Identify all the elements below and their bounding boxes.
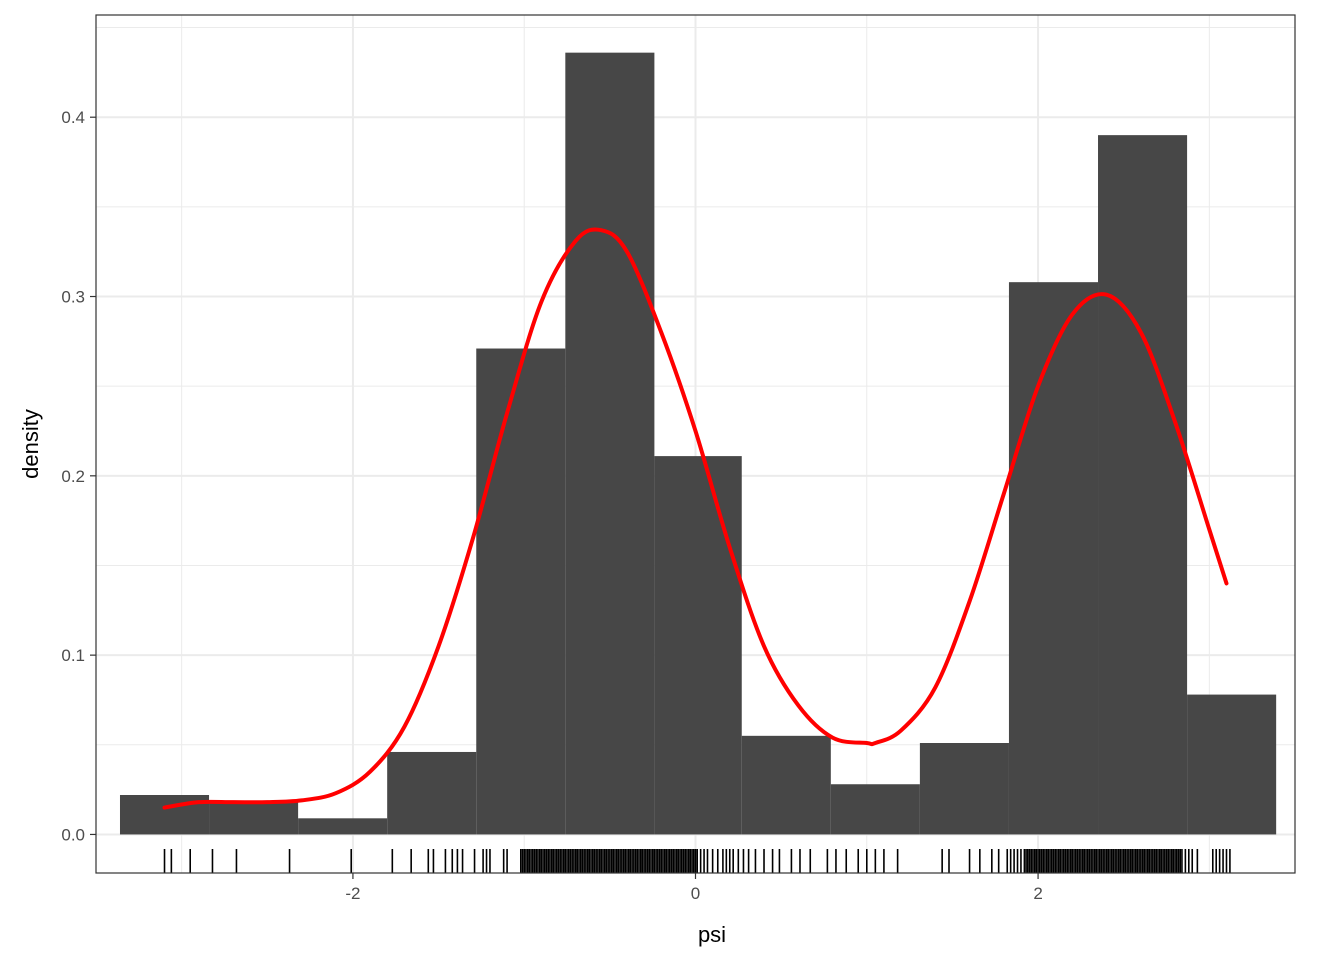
histogram-bar: [387, 751, 477, 835]
x-tick-label: 2: [1033, 884, 1042, 903]
histogram-bar: [1098, 135, 1188, 835]
y-tick-label: 0.0: [61, 825, 85, 844]
histogram-bar: [919, 743, 1009, 835]
histogram-bar: [476, 348, 566, 835]
histogram-bar: [209, 802, 299, 835]
y-tick-label: 0.4: [61, 108, 85, 127]
y-tick-label: 0.1: [61, 646, 85, 665]
histogram-bar: [1187, 694, 1277, 835]
histogram-bar: [298, 818, 388, 835]
x-tick-label: 0: [691, 884, 700, 903]
y-tick-label: 0.3: [61, 288, 85, 307]
density-curve: [162, 227, 1229, 810]
histogram-bar: [565, 52, 655, 835]
density-curve-group: [162, 227, 1229, 810]
histogram-bar: [1008, 282, 1099, 835]
y-tick-label: 0.2: [61, 467, 85, 486]
x-tick-label: -2: [345, 884, 360, 903]
y-axis-title: density: [18, 409, 43, 479]
histogram-bars: [119, 52, 1277, 835]
x-axis-title: psi: [698, 922, 726, 947]
y-axis: 0.0 0.1 0.2 0.3 0.4: [61, 108, 96, 844]
x-axis: -2 0 2: [345, 873, 1043, 903]
histogram-bar: [741, 735, 831, 835]
rug-marks: [163, 849, 1231, 873]
histogram-bar: [830, 784, 920, 835]
histogram-bar: [654, 456, 742, 835]
